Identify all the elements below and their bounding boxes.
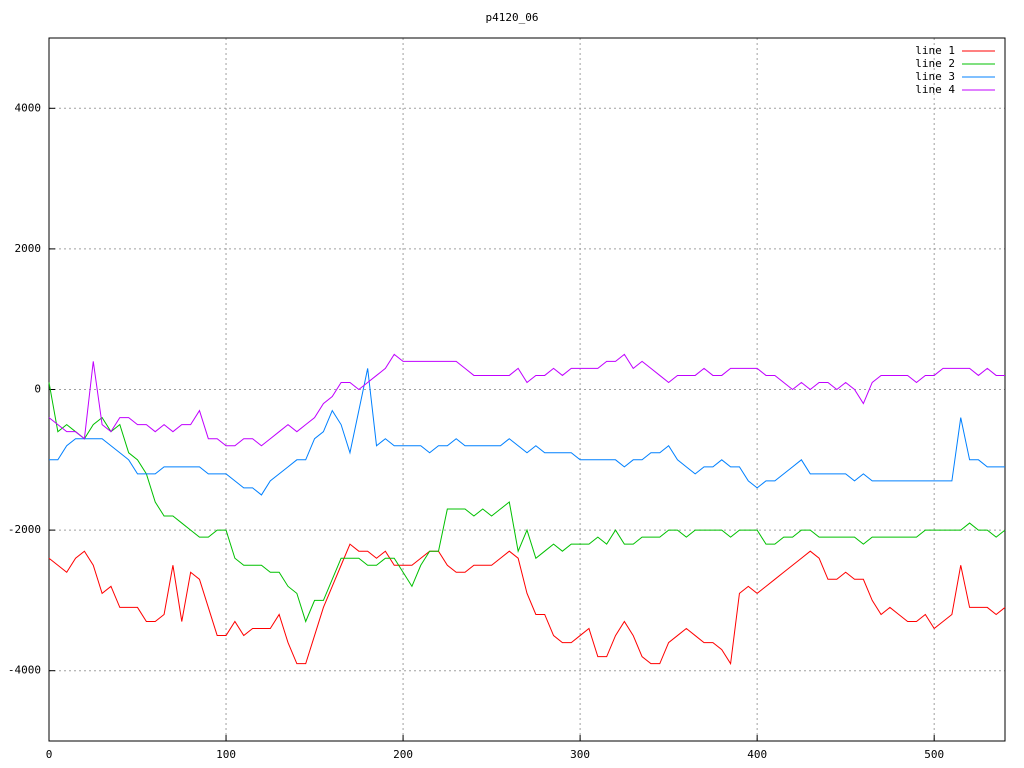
y-tick-label: -4000 (8, 664, 41, 677)
y-tick-label: -2000 (8, 523, 41, 536)
y-tick-label: 4000 (15, 101, 42, 114)
line (48, 353, 1005, 447)
chart-title: p4120_06 (486, 11, 539, 24)
x-tick-label: 200 (393, 748, 413, 761)
y-tick-label: 2000 (15, 242, 42, 255)
x-tick-label: 100 (216, 748, 236, 761)
x-tick-label: 500 (924, 748, 944, 761)
legend-label: line 2 (915, 57, 955, 70)
x-tick-label: 0 (46, 748, 53, 761)
legend-label: line 3 (915, 70, 955, 83)
x-tick-label: 400 (747, 748, 767, 761)
line (48, 382, 1006, 623)
y-tick-label: 0 (34, 383, 41, 396)
x-tick-label: 300 (570, 748, 590, 761)
line (49, 368, 1005, 496)
legend-label: line 1 (915, 44, 955, 57)
legend-label: line 4 (915, 83, 955, 96)
line (48, 543, 1006, 666)
plot-border (48, 37, 1006, 742)
